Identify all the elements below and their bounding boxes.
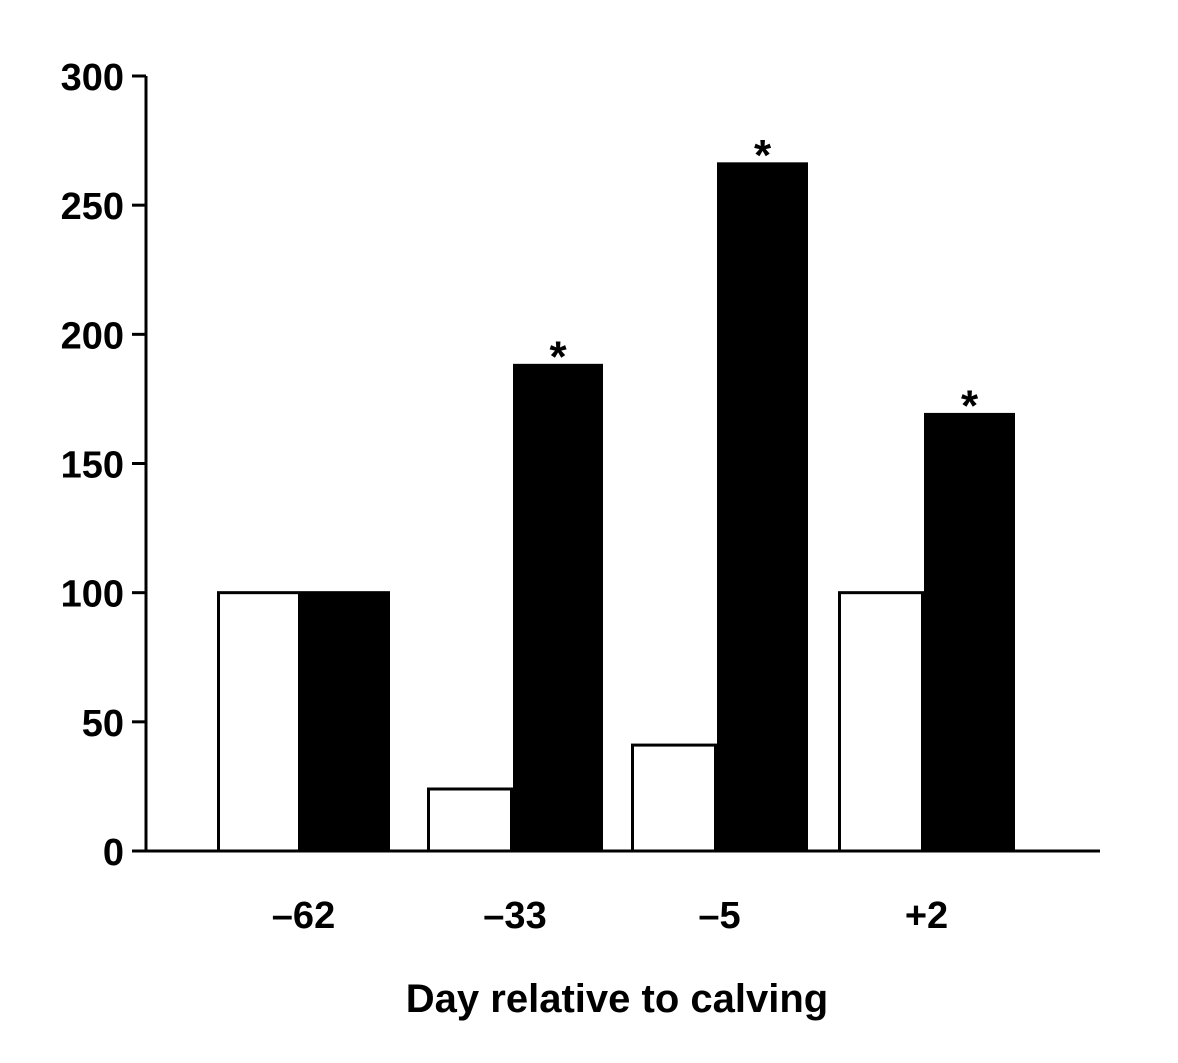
bar-filled-2: [717, 162, 808, 853]
y-tick-label: 250: [61, 186, 124, 228]
x-axis-title: Day relative to calving: [406, 977, 828, 1021]
bar-filled-0: [301, 591, 390, 853]
x-tick-label: –33: [483, 895, 546, 937]
significance-asterisk: *: [961, 381, 979, 430]
annotations: * * *: [549, 131, 979, 431]
y-tick-label: 200: [61, 315, 124, 357]
y-ticks: 0 50 100 150 200 250 300: [61, 57, 146, 874]
bar-filled-3: [924, 412, 1015, 853]
bar-open-3: [838, 591, 924, 853]
y-tick-label: 150: [61, 445, 124, 487]
x-ticks: –62 –33 –5 +2: [272, 895, 948, 937]
bar-filled-1: [513, 363, 603, 853]
y-tick-label: 50: [82, 703, 124, 745]
x-tick-label: –62: [272, 895, 335, 937]
y-tick-label: 100: [61, 574, 124, 616]
x-tick-label: +2: [905, 895, 948, 937]
bars-layer: [217, 162, 1015, 853]
bar-open-0: [217, 591, 301, 853]
significance-asterisk: *: [549, 332, 567, 381]
y-tick-label: 0: [103, 832, 124, 874]
y-tick-label: 300: [61, 57, 124, 99]
bar-open-2: [631, 743, 717, 853]
significance-asterisk: *: [754, 131, 772, 180]
bar-open-1: [427, 787, 513, 853]
x-tick-label: –5: [698, 895, 740, 937]
